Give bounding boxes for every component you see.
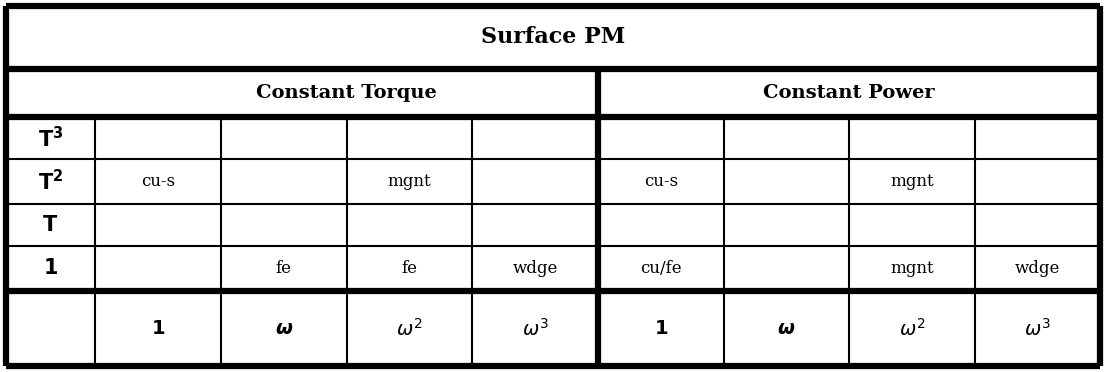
Text: $\mathbf{1}$: $\mathbf{1}$ (43, 258, 58, 278)
Text: cu/fe: cu/fe (640, 260, 681, 277)
Text: Constant Torque: Constant Torque (257, 84, 437, 102)
Text: cu-s: cu-s (142, 173, 175, 190)
Text: mgnt: mgnt (387, 173, 431, 190)
Text: $\boldsymbol{\omega^2}$: $\boldsymbol{\omega^2}$ (396, 318, 422, 340)
Text: Surface PM: Surface PM (481, 26, 625, 48)
Text: mgnt: mgnt (890, 173, 933, 190)
Text: fe: fe (401, 260, 417, 277)
Text: $\mathbf{T^2}$: $\mathbf{T^2}$ (38, 169, 63, 194)
Text: $\mathbf{T}$: $\mathbf{T}$ (42, 215, 59, 235)
Text: $\boldsymbol{\omega^3}$: $\boldsymbol{\omega^3}$ (1024, 318, 1051, 340)
Text: wdge: wdge (1015, 260, 1061, 277)
Text: cu-s: cu-s (644, 173, 678, 190)
Text: fe: fe (275, 260, 292, 277)
Text: $\mathbf{T^3}$: $\mathbf{T^3}$ (38, 126, 63, 151)
Text: $\boldsymbol{\omega^3}$: $\boldsymbol{\omega^3}$ (522, 318, 549, 340)
Text: $\boldsymbol{\omega^2}$: $\boldsymbol{\omega^2}$ (899, 318, 926, 340)
Text: $\mathbf{1}$: $\mathbf{1}$ (654, 319, 668, 338)
Text: mgnt: mgnt (890, 260, 933, 277)
Text: wdge: wdge (512, 260, 557, 277)
Text: $\boldsymbol{\omega}$: $\boldsymbol{\omega}$ (778, 319, 795, 338)
Text: $\boldsymbol{\omega}$: $\boldsymbol{\omega}$ (274, 319, 293, 338)
Text: $\mathbf{1}$: $\mathbf{1}$ (152, 319, 165, 338)
Text: Constant Power: Constant Power (763, 84, 935, 102)
